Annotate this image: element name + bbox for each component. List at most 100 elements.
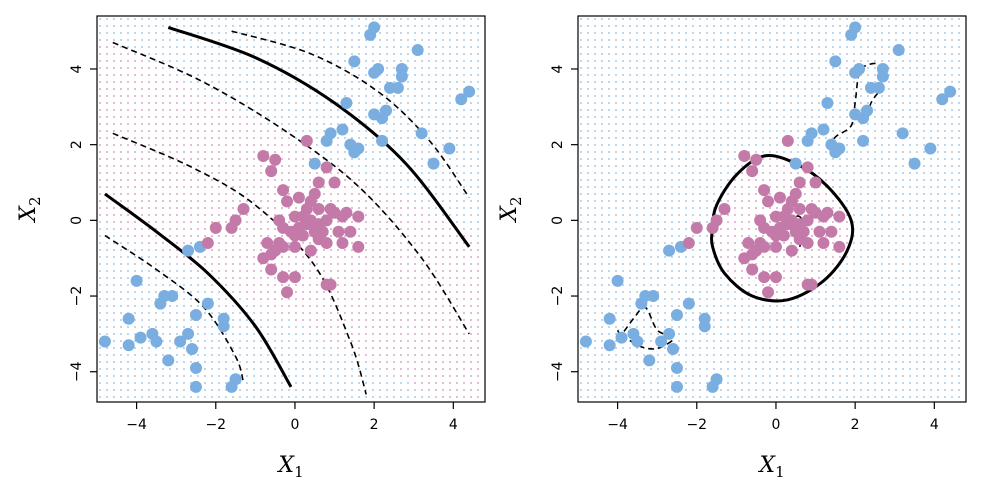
grid-dot xyxy=(260,123,262,125)
grid-dot xyxy=(762,74,764,76)
grid-dot xyxy=(393,60,395,62)
grid-dot xyxy=(204,109,206,111)
grid-dot xyxy=(134,298,136,300)
left-boundary-curves xyxy=(104,25,471,395)
grid-dot xyxy=(246,25,248,27)
grid-dot xyxy=(580,396,582,398)
grid-dot xyxy=(372,193,374,195)
grid-dot xyxy=(734,333,736,335)
grid-dot xyxy=(685,340,687,342)
grid-dot xyxy=(407,53,409,55)
grid-dot xyxy=(197,333,199,335)
grid-dot xyxy=(400,354,402,356)
grid-dot xyxy=(267,123,269,125)
grid-dot xyxy=(741,172,743,174)
grid-dot xyxy=(748,333,750,335)
grid-dot xyxy=(685,53,687,55)
grid-dot xyxy=(162,256,164,258)
grid-dot xyxy=(176,242,178,244)
grid-dot xyxy=(671,32,673,34)
grid-dot xyxy=(580,46,582,48)
grid-dot xyxy=(281,256,283,258)
grid-dot xyxy=(657,25,659,27)
grid-dot xyxy=(594,319,596,321)
grid-dot xyxy=(246,235,248,237)
grid-dot xyxy=(776,298,778,300)
grid-dot xyxy=(650,39,652,41)
grid-dot xyxy=(664,368,666,370)
grid-dot xyxy=(608,144,610,146)
grid-dot xyxy=(302,242,304,244)
grid-dot xyxy=(148,326,150,328)
grid-dot xyxy=(225,130,227,132)
grid-dot xyxy=(685,179,687,181)
grid-dot xyxy=(225,179,227,181)
grid-dot xyxy=(470,81,472,83)
grid-dot xyxy=(608,123,610,125)
grid-dot xyxy=(477,165,479,167)
grid-dot xyxy=(365,102,367,104)
grid-dot xyxy=(587,333,589,335)
grid-dot xyxy=(678,123,680,125)
grid-dot xyxy=(456,256,458,258)
grid-dot xyxy=(386,263,388,265)
grid-dot xyxy=(643,88,645,90)
grid-dot xyxy=(435,389,437,391)
grid-dot xyxy=(797,263,799,265)
grid-dot xyxy=(421,67,423,69)
grid-dot xyxy=(636,179,638,181)
grid-dot xyxy=(435,221,437,223)
grid-dot xyxy=(414,242,416,244)
grid-dot xyxy=(127,81,129,83)
grid-dot xyxy=(169,144,171,146)
grid-dot xyxy=(204,137,206,139)
grid-dot xyxy=(225,81,227,83)
grid-dot xyxy=(685,123,687,125)
grid-dot xyxy=(351,25,353,27)
grid-dot xyxy=(664,151,666,153)
grid-dot xyxy=(358,46,360,48)
grid-dot xyxy=(400,95,402,97)
grid-dot xyxy=(337,305,339,307)
grid-dot xyxy=(748,396,750,398)
grid-dot xyxy=(797,39,799,41)
grid-dot xyxy=(449,214,451,216)
grid-dot xyxy=(734,137,736,139)
grid-dot xyxy=(734,249,736,251)
grid-dot xyxy=(734,102,736,104)
grid-dot xyxy=(218,361,220,363)
grid-dot xyxy=(414,32,416,34)
grid-dot xyxy=(141,18,143,20)
grid-dot xyxy=(288,284,290,286)
grid-dot xyxy=(643,116,645,118)
grid-dot xyxy=(372,263,374,265)
grid-dot xyxy=(106,32,108,34)
grid-dot xyxy=(797,382,799,384)
grid-dot xyxy=(720,60,722,62)
grid-dot xyxy=(127,200,129,202)
grid-dot xyxy=(288,221,290,223)
grid-dot xyxy=(657,116,659,118)
grid-dot xyxy=(720,305,722,307)
grid-dot xyxy=(134,60,136,62)
grid-dot xyxy=(470,375,472,377)
grid-dot xyxy=(183,221,185,223)
grid-dot xyxy=(657,375,659,377)
grid-dot xyxy=(274,291,276,293)
grid-dot xyxy=(379,95,381,97)
grid-dot xyxy=(169,228,171,230)
grid-dot xyxy=(134,123,136,125)
grid-dot xyxy=(449,53,451,55)
grid-dot xyxy=(218,242,220,244)
grid-dot xyxy=(650,326,652,328)
grid-dot xyxy=(267,312,269,314)
grid-dot xyxy=(477,333,479,335)
grid-dot xyxy=(211,396,213,398)
grid-dot xyxy=(365,109,367,111)
grid-dot xyxy=(99,137,101,139)
grid-dot xyxy=(720,165,722,167)
grid-dot xyxy=(386,305,388,307)
grid-dot xyxy=(323,347,325,349)
grid-dot xyxy=(99,305,101,307)
